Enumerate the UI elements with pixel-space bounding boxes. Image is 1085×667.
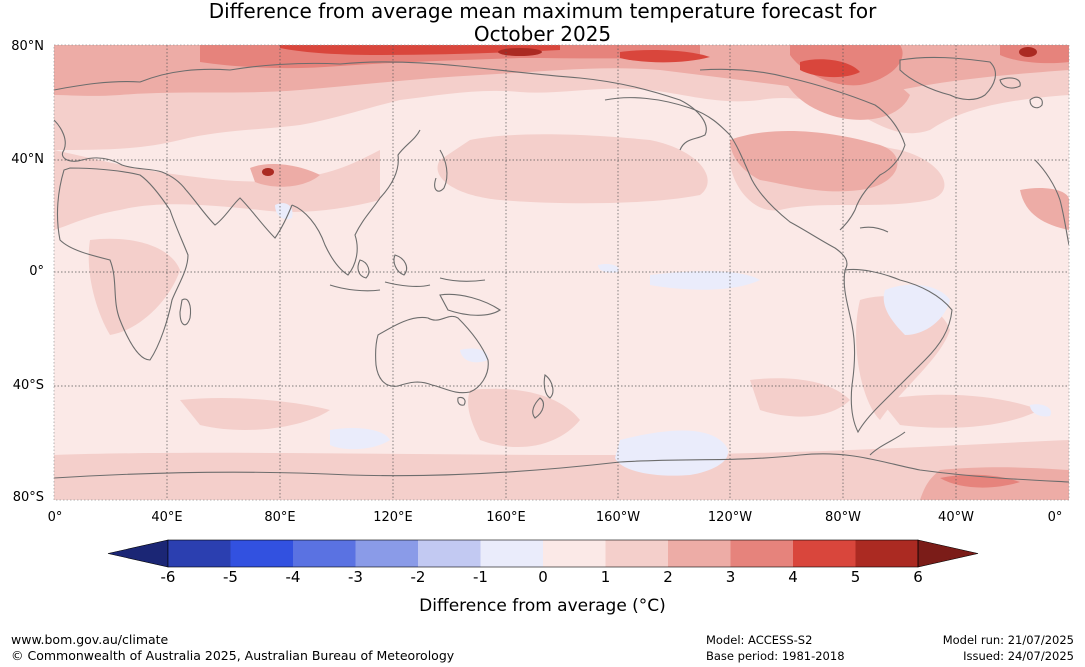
colorbar-swatch — [168, 540, 231, 567]
colorbar-title: Difference from average (°C) — [419, 596, 666, 616]
lat-label-40s: 40°S — [12, 378, 44, 393]
colorbar-swatch — [230, 540, 293, 567]
colorbar-extend-high — [917, 539, 979, 568]
colorbar-tick-label: 3 — [725, 568, 736, 586]
colorbar-swatch — [355, 540, 418, 567]
lat-label-0: 0° — [29, 264, 44, 279]
colorbar — [107, 539, 979, 568]
lat-label-80n: 80°N — [11, 39, 44, 54]
colorbar-swatch — [668, 540, 731, 567]
lon-label-120e: 120°E — [373, 510, 413, 525]
colorbar-tick-label: -2 — [410, 568, 426, 586]
colorbar-tick-label: -3 — [348, 568, 363, 586]
colorbar-swatch — [605, 540, 668, 567]
colorbar-swatch — [793, 540, 856, 567]
coastlines — [54, 56, 1069, 483]
anomaly-5-to-6-regions — [262, 47, 1037, 176]
colorbar-swatch — [480, 540, 543, 567]
map-frame — [53, 44, 1070, 501]
lon-label-160w: 160°W — [595, 510, 641, 525]
colorbar-tick-label: -6 — [160, 568, 176, 586]
colorbar-tick-label: 4 — [788, 568, 798, 586]
colorbar-swatch — [543, 540, 606, 567]
colorbar-swatch — [293, 540, 356, 567]
lat-label-40n: 40°N — [11, 152, 44, 167]
colorbar-tick-label: 5 — [850, 568, 861, 586]
colorbar-extend-low — [107, 539, 169, 568]
colorbar-tick-label: 1 — [600, 568, 611, 586]
lon-label-40e: 40°E — [151, 510, 183, 525]
map-title: Difference from average mean maximum tem… — [0, 0, 1085, 46]
colorbar-tick-label: 6 — [913, 568, 923, 586]
lat-label-80s: 80°S — [12, 490, 44, 505]
colorbar-tick-label: -1 — [473, 568, 488, 586]
colorbar-tick-label: -4 — [285, 568, 301, 586]
footer-model: Model: ACCESS-S2 — [706, 633, 813, 647]
colorbar-tick-label: -5 — [223, 568, 238, 586]
lon-label-120w: 120°W — [707, 510, 753, 525]
title-line-1: Difference from average mean maximum tem… — [208, 0, 877, 23]
lon-label-80e: 80°E — [264, 510, 296, 525]
footer-model-run: Model run: 21/07/2025 — [942, 633, 1074, 647]
lon-label-0-east: 0° — [1047, 510, 1063, 525]
lon-label-40w: 40°W — [938, 510, 974, 525]
footer-url: www.bom.gov.au/climate — [11, 632, 169, 647]
colorbar-frame — [167, 539, 919, 568]
colorbar-swatch — [730, 540, 793, 567]
title-line-2: October 2025 — [473, 22, 612, 46]
colorbar-swatch — [418, 540, 481, 567]
lon-label-0-west: 0° — [47, 510, 63, 525]
colorbar-tick-label: 0 — [538, 568, 548, 586]
footer-issued: Issued: 24/07/2025 — [963, 649, 1074, 663]
lon-label-80w: 80°W — [825, 510, 861, 525]
lon-label-160e: 160°E — [486, 510, 526, 525]
graticule — [54, 45, 1069, 500]
anomaly-field — [54, 45, 1069, 500]
anomaly-0-to-minus-1-regions — [275, 203, 1052, 476]
footer-base-period: Base period: 1981-2018 — [706, 649, 845, 663]
colorbar-tick-label: 2 — [663, 568, 673, 586]
footer-copyright: © Commonwealth of Australia 2025, Austra… — [11, 648, 455, 663]
anomaly-4-to-5-regions — [280, 45, 860, 78]
colorbar-swatch — [855, 540, 918, 567]
